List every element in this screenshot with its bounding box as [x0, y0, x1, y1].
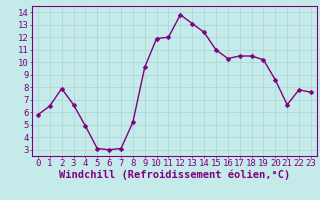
- X-axis label: Windchill (Refroidissement éolien,°C): Windchill (Refroidissement éolien,°C): [59, 170, 290, 180]
